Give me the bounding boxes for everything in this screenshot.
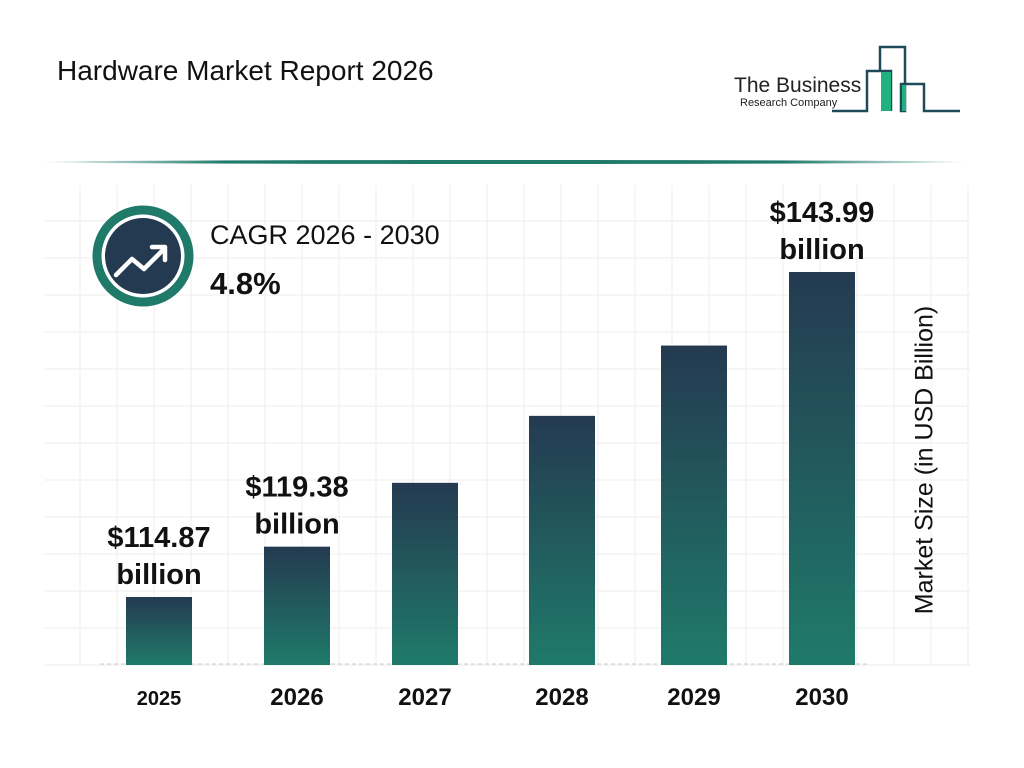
cagr-value: 4.8% bbox=[210, 266, 281, 301]
data-label: billion bbox=[254, 509, 339, 541]
logo-line2: Research Company bbox=[740, 97, 838, 109]
data-label: $143.99 bbox=[770, 197, 875, 229]
data-label: $114.87 bbox=[107, 522, 210, 554]
bar-2027 bbox=[392, 482, 458, 665]
x-tick-label: 2030 bbox=[795, 684, 848, 711]
page-title: Hardware Market Report 2026 bbox=[57, 55, 434, 86]
x-tick-label: 2029 bbox=[667, 684, 720, 711]
x-tick-label: 2026 bbox=[270, 684, 323, 711]
bar-2029 bbox=[661, 345, 727, 665]
data-label: $119.38 bbox=[245, 472, 348, 504]
bar-2026 bbox=[264, 546, 330, 665]
trending-up-icon bbox=[92, 205, 194, 307]
bar-2025 bbox=[126, 597, 192, 665]
bar-2028 bbox=[529, 415, 595, 665]
cagr-label: CAGR 2026 - 2030 bbox=[210, 220, 440, 250]
header-divider bbox=[40, 160, 970, 164]
data-label: billion bbox=[116, 559, 201, 591]
x-tick-label: 2025 bbox=[137, 688, 182, 710]
y-axis-label: Market Size (in USD Billion) bbox=[910, 305, 939, 615]
x-tick-label: 2028 bbox=[535, 684, 588, 711]
logo-buildings-icon bbox=[832, 45, 960, 113]
x-tick-label: 2027 bbox=[398, 684, 451, 711]
data-label: billion bbox=[779, 234, 864, 266]
logo-line1: The Business bbox=[734, 74, 862, 97]
bar-2030 bbox=[789, 272, 855, 665]
company-logo: The Business Research Company bbox=[700, 30, 980, 130]
